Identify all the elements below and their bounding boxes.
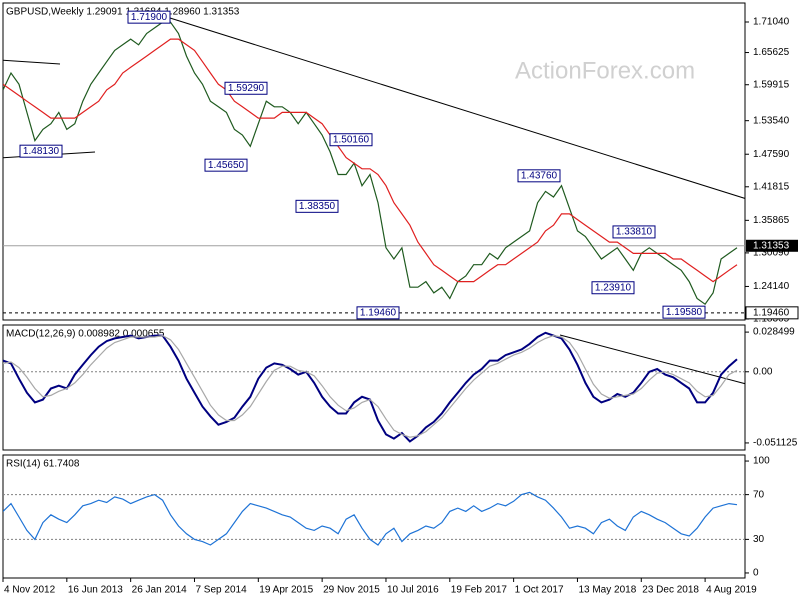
pane-frame <box>2 454 746 579</box>
y-tick-label: 1.41815 <box>753 181 790 192</box>
x-tick-label: 23 Dec 2018 <box>642 585 699 596</box>
annotation-box <box>612 225 656 239</box>
pane-title: RSI(14) 61.7408 <box>6 459 80 470</box>
x-tick-label: 1 Oct 2017 <box>515 585 564 596</box>
watermark: ActionForex.com <box>515 57 695 84</box>
annotation-box <box>329 133 373 147</box>
y-tick-label: 30 <box>753 534 765 545</box>
annotation-label: 1.50160 <box>333 134 370 145</box>
annotation-box <box>591 281 635 295</box>
price-annotation: 1.71900 <box>127 10 171 24</box>
annotation-box <box>356 306 400 320</box>
price-annotation: 1.38350 <box>295 199 339 213</box>
y-tick-label: 0 <box>753 568 759 579</box>
annotation-label: 1.38350 <box>299 201 336 212</box>
y-tick-label: 0.00 <box>753 366 773 377</box>
x-tick-label: 13 May 2018 <box>578 585 636 596</box>
price-annotation: 1.23910 <box>591 281 635 295</box>
y-tick-label: 1.65625 <box>753 47 790 58</box>
x-tick-label: 26 Jan 2014 <box>132 585 187 596</box>
series-line <box>3 38 738 283</box>
annotation-label: 1.48130 <box>23 146 60 157</box>
series-group <box>3 331 738 443</box>
y-tick-label: 100 <box>753 456 770 467</box>
y-tick-label: 1.59915 <box>753 79 790 90</box>
y-tick-label: 70 <box>753 489 765 500</box>
foreground-layer: GBPUSD,Weekly 1.29091 1.31684 1.28960 1.… <box>2 7 799 596</box>
annotation-box <box>127 10 171 24</box>
background-layer: ActionForex.com <box>2 2 746 579</box>
annotation-label: 1.59290 <box>228 83 265 94</box>
series-line <box>3 21 738 306</box>
annotation-label: 1.23910 <box>595 282 632 293</box>
x-tick-label: 4 Nov 2012 <box>4 585 56 596</box>
annotation-label: 1.43760 <box>521 170 558 181</box>
annotation-box <box>19 144 63 158</box>
annotation-box <box>662 305 706 319</box>
x-tick-label: 16 Jun 2013 <box>68 585 123 596</box>
y-tick-label: -0.051125 <box>753 438 798 449</box>
price-annotation: 1.59290 <box>224 81 268 95</box>
annotation-box <box>204 158 248 172</box>
pane-title: MACD(12,26,9) 0.008982 0.000655 <box>6 329 165 340</box>
trend-line <box>559 334 745 385</box>
annotation-label: 1.19580 <box>666 307 703 318</box>
price-annotation: 1.33810 <box>612 225 656 239</box>
pane-frame <box>2 2 746 321</box>
price-annotation: 1.50160 <box>329 133 373 147</box>
series-group <box>3 491 738 546</box>
x-tick-label: 19 Apr 2015 <box>259 585 313 596</box>
x-tick-label: 10 Jul 2016 <box>387 585 439 596</box>
annotation-label: 1.45650 <box>208 160 245 171</box>
series-group <box>3 21 745 314</box>
trend-line <box>3 59 61 65</box>
price-annotation: 1.19460 <box>356 306 400 320</box>
x-tick-label: 7 Sep 2014 <box>195 585 247 596</box>
annotation-label: 1.19460 <box>360 307 397 318</box>
pane-frame <box>2 324 746 451</box>
annotation-box <box>224 81 268 95</box>
y-tick-label: 1.71040 <box>753 17 790 28</box>
y-tick-label: 1.35865 <box>753 215 790 226</box>
price-annotation: 1.43760 <box>517 169 561 183</box>
y-tick-label: 1.53540 <box>753 115 790 126</box>
y-tick-label: 1.24140 <box>753 281 790 292</box>
x-tick-label: 19 Feb 2017 <box>451 585 508 596</box>
price-annotation: 1.19580 <box>662 305 706 319</box>
x-tick-label: 29 Nov 2015 <box>323 585 380 596</box>
macd-trend-lines <box>559 334 745 385</box>
annotation-box <box>517 169 561 183</box>
price-label: 1.31353 <box>753 240 790 251</box>
y-tick-label: 1.30090 <box>753 248 790 259</box>
y-tick-label: 1.47590 <box>753 149 790 160</box>
annotation-label: 1.33810 <box>616 227 653 238</box>
trend-line <box>169 17 745 199</box>
price-annotation: 1.48130 <box>19 144 63 158</box>
price-annotation: 1.45650 <box>204 158 248 172</box>
support-label: 1.19460 <box>753 307 790 318</box>
series-line <box>3 334 738 438</box>
support-box <box>745 306 799 320</box>
annotation-label: 1.71900 <box>131 12 168 23</box>
annotation-box <box>295 199 339 213</box>
y-tick-label: 0.028499 <box>753 327 795 338</box>
x-tick-label: 4 Aug 2019 <box>706 585 757 596</box>
pane-title: GBPUSD,Weekly 1.29091 1.31684 1.28960 1.… <box>6 7 240 18</box>
series-line <box>3 491 738 546</box>
price-box <box>746 239 798 252</box>
